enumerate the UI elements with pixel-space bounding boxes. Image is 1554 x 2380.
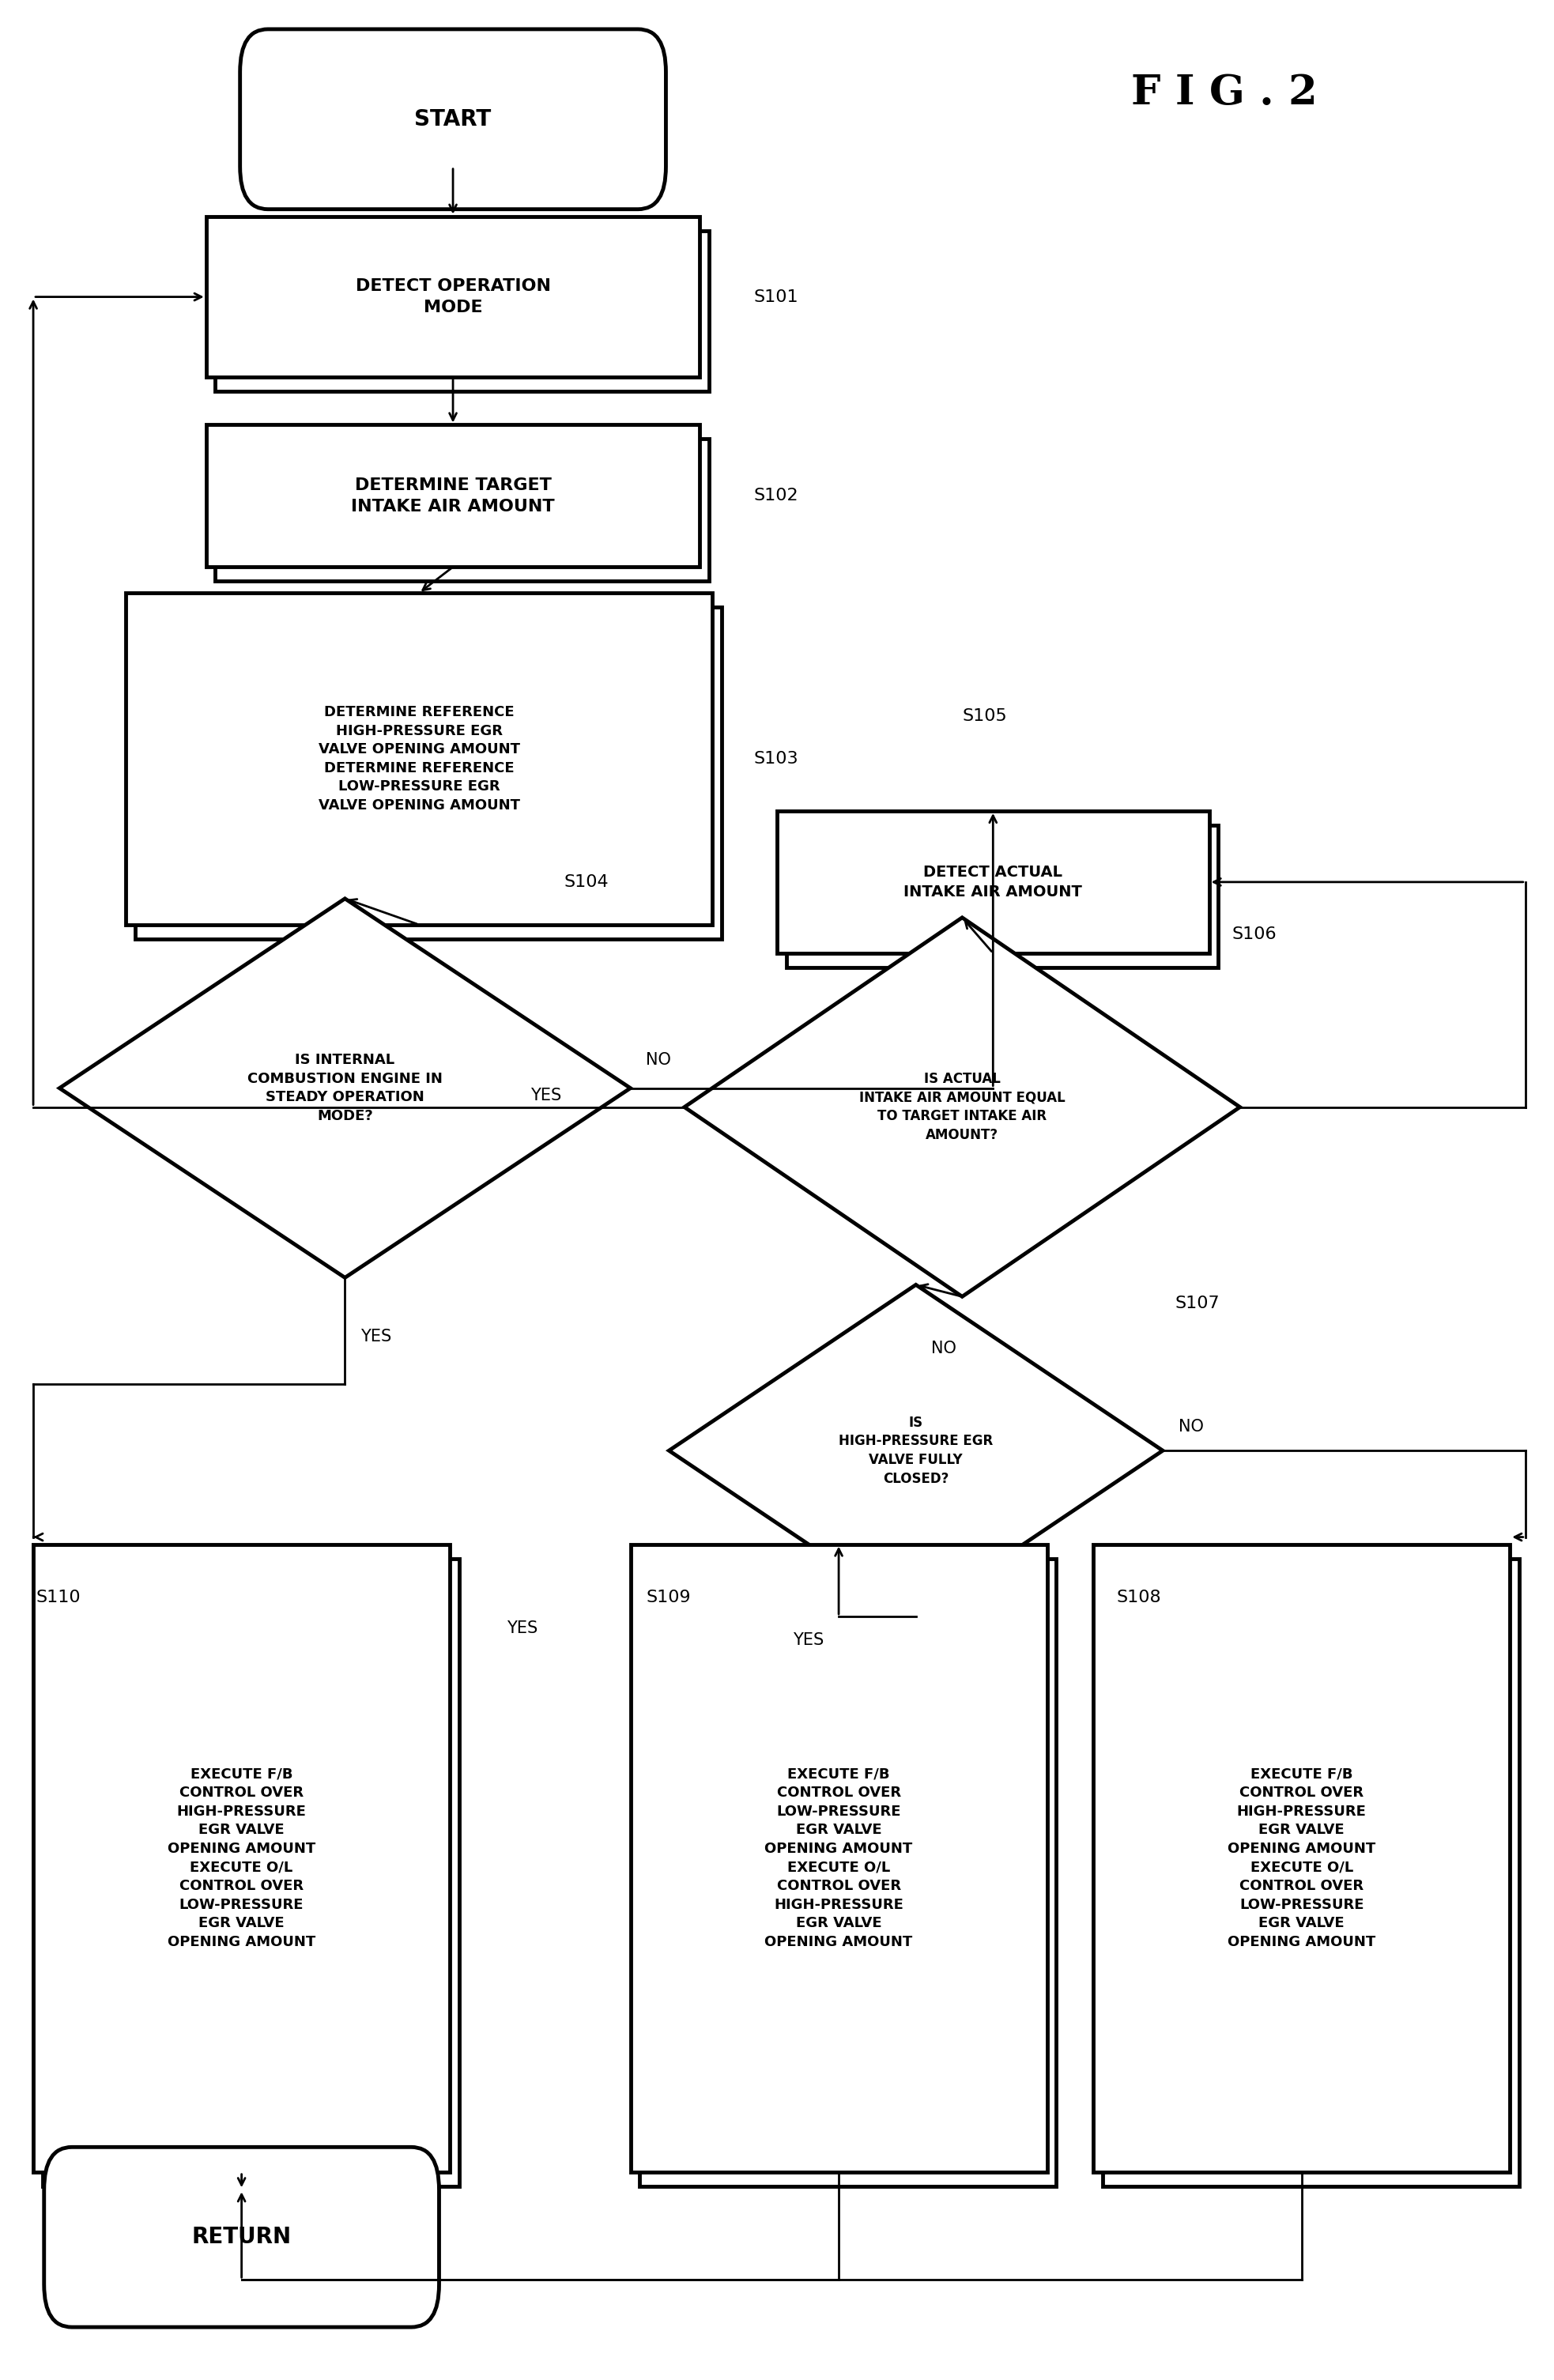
FancyBboxPatch shape — [126, 593, 712, 926]
Text: NO: NO — [646, 1052, 671, 1069]
Polygon shape — [684, 919, 1240, 1297]
Text: RETURN: RETURN — [191, 2225, 292, 2249]
Text: YES: YES — [507, 1621, 538, 1635]
Text: S106: S106 — [1232, 926, 1277, 942]
Text: S110: S110 — [36, 1590, 81, 1607]
FancyBboxPatch shape — [216, 438, 709, 581]
Text: DETECT ACTUAL
INTAKE AIR AMOUNT: DETECT ACTUAL INTAKE AIR AMOUNT — [904, 864, 1082, 900]
Text: S104: S104 — [564, 873, 609, 890]
Text: S101: S101 — [754, 288, 799, 305]
Text: IS INTERNAL
COMBUSTION ENGINE IN
STEADY OPERATION
MODE?: IS INTERNAL COMBUSTION ENGINE IN STEADY … — [247, 1052, 443, 1123]
Text: F I G . 2: F I G . 2 — [1131, 74, 1318, 114]
Text: S105: S105 — [962, 709, 1007, 724]
Polygon shape — [59, 900, 631, 1278]
Text: START: START — [415, 107, 491, 131]
FancyBboxPatch shape — [135, 607, 721, 938]
Text: DETERMINE REFERENCE
HIGH-PRESSURE EGR
VALVE OPENING AMOUNT
DETERMINE REFERENCE
L: DETERMINE REFERENCE HIGH-PRESSURE EGR VA… — [319, 704, 519, 812]
Text: DETERMINE TARGET
INTAKE AIR AMOUNT: DETERMINE TARGET INTAKE AIR AMOUNT — [351, 478, 555, 514]
FancyBboxPatch shape — [44, 2147, 440, 2328]
Text: IS
HIGH-PRESSURE EGR
VALVE FULLY
CLOSED?: IS HIGH-PRESSURE EGR VALVE FULLY CLOSED? — [839, 1416, 993, 1485]
Text: YES: YES — [361, 1328, 392, 1345]
FancyBboxPatch shape — [33, 1545, 449, 2173]
FancyBboxPatch shape — [1103, 1559, 1520, 2187]
Text: IS ACTUAL
INTAKE AIR AMOUNT EQUAL
TO TARGET INTAKE AIR
AMOUNT?: IS ACTUAL INTAKE AIR AMOUNT EQUAL TO TAR… — [859, 1071, 1064, 1142]
Text: S107: S107 — [1175, 1295, 1220, 1311]
Text: EXECUTE F/B
CONTROL OVER
LOW-PRESSURE
EGR VALVE
OPENING AMOUNT
EXECUTE O/L
CONTR: EXECUTE F/B CONTROL OVER LOW-PRESSURE EG… — [765, 1766, 912, 1949]
Text: S109: S109 — [646, 1590, 690, 1607]
Text: YES: YES — [530, 1088, 561, 1104]
Text: S102: S102 — [754, 488, 799, 505]
FancyBboxPatch shape — [631, 1545, 1047, 2173]
Polygon shape — [668, 1285, 1162, 1616]
Text: NO: NO — [931, 1340, 957, 1357]
FancyBboxPatch shape — [1094, 1545, 1510, 2173]
Text: S103: S103 — [754, 752, 799, 766]
Text: DETECT OPERATION
MODE: DETECT OPERATION MODE — [356, 278, 550, 314]
FancyBboxPatch shape — [239, 29, 667, 209]
Text: EXECUTE F/B
CONTROL OVER
HIGH-PRESSURE
EGR VALVE
OPENING AMOUNT
EXECUTE O/L
CONT: EXECUTE F/B CONTROL OVER HIGH-PRESSURE E… — [168, 1766, 315, 1949]
FancyBboxPatch shape — [786, 826, 1218, 966]
FancyBboxPatch shape — [640, 1559, 1057, 2187]
FancyBboxPatch shape — [777, 812, 1209, 952]
FancyBboxPatch shape — [207, 217, 699, 378]
FancyBboxPatch shape — [42, 1559, 458, 2187]
Text: S108: S108 — [1116, 1590, 1161, 1607]
Text: YES: YES — [793, 1633, 824, 1647]
Text: EXECUTE F/B
CONTROL OVER
HIGH-PRESSURE
EGR VALVE
OPENING AMOUNT
EXECUTE O/L
CONT: EXECUTE F/B CONTROL OVER HIGH-PRESSURE E… — [1228, 1766, 1375, 1949]
Text: NO: NO — [1178, 1418, 1203, 1435]
FancyBboxPatch shape — [216, 231, 709, 393]
FancyBboxPatch shape — [207, 424, 699, 566]
